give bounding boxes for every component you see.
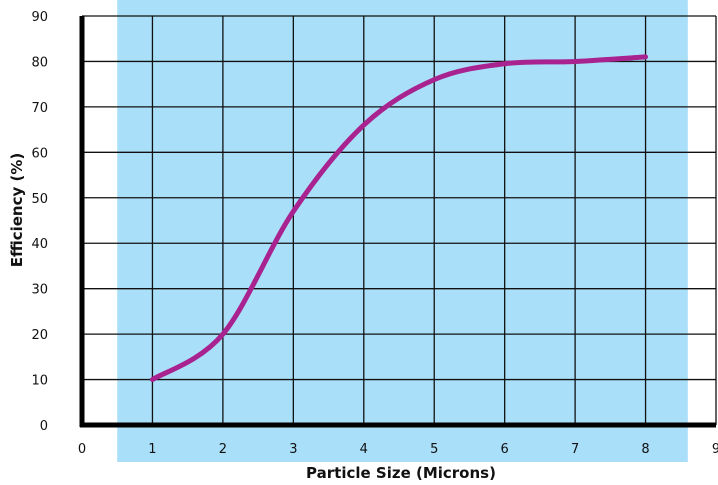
- x-tick-label: 6: [501, 442, 509, 457]
- y-tick-label: 80: [31, 55, 48, 70]
- y-tick-label: 20: [31, 328, 48, 343]
- x-tick-label: 8: [641, 442, 649, 457]
- shaded-region: [117, 0, 688, 462]
- y-tick-label: 30: [31, 283, 48, 298]
- x-tick-label: 9: [712, 442, 718, 457]
- y-tick-labels: 0 10 20 30 40 50 60 70 80 90: [31, 10, 48, 434]
- x-tick-label: 4: [360, 442, 368, 457]
- y-tick-label: 70: [31, 101, 48, 116]
- axes: [79, 16, 716, 428]
- grid: [82, 15, 717, 425]
- x-tick-label: 1: [148, 442, 156, 457]
- x-tick-label: 7: [571, 442, 579, 457]
- y-tick-label: 0: [40, 419, 48, 434]
- y-tick-label: 60: [31, 146, 48, 161]
- x-tick-label: 2: [219, 442, 227, 457]
- y-tick-label: 50: [31, 192, 48, 207]
- efficiency-line: [149, 54, 649, 383]
- y-axis-title: Efficiency (%): [8, 153, 26, 268]
- y-tick-label: 40: [31, 237, 48, 252]
- y-tick-label: 10: [31, 374, 48, 389]
- y-tick-label: 90: [31, 10, 48, 25]
- x-tick-label: 3: [289, 442, 297, 457]
- x-tick-label: 0: [78, 442, 86, 457]
- x-tick-labels: 0 1 2 3 4 5 6 7 8 9: [78, 442, 718, 457]
- series-layer: [149, 54, 649, 383]
- x-tick-label: 5: [430, 442, 438, 457]
- x-axis-title: Particle Size (Microns): [306, 464, 496, 482]
